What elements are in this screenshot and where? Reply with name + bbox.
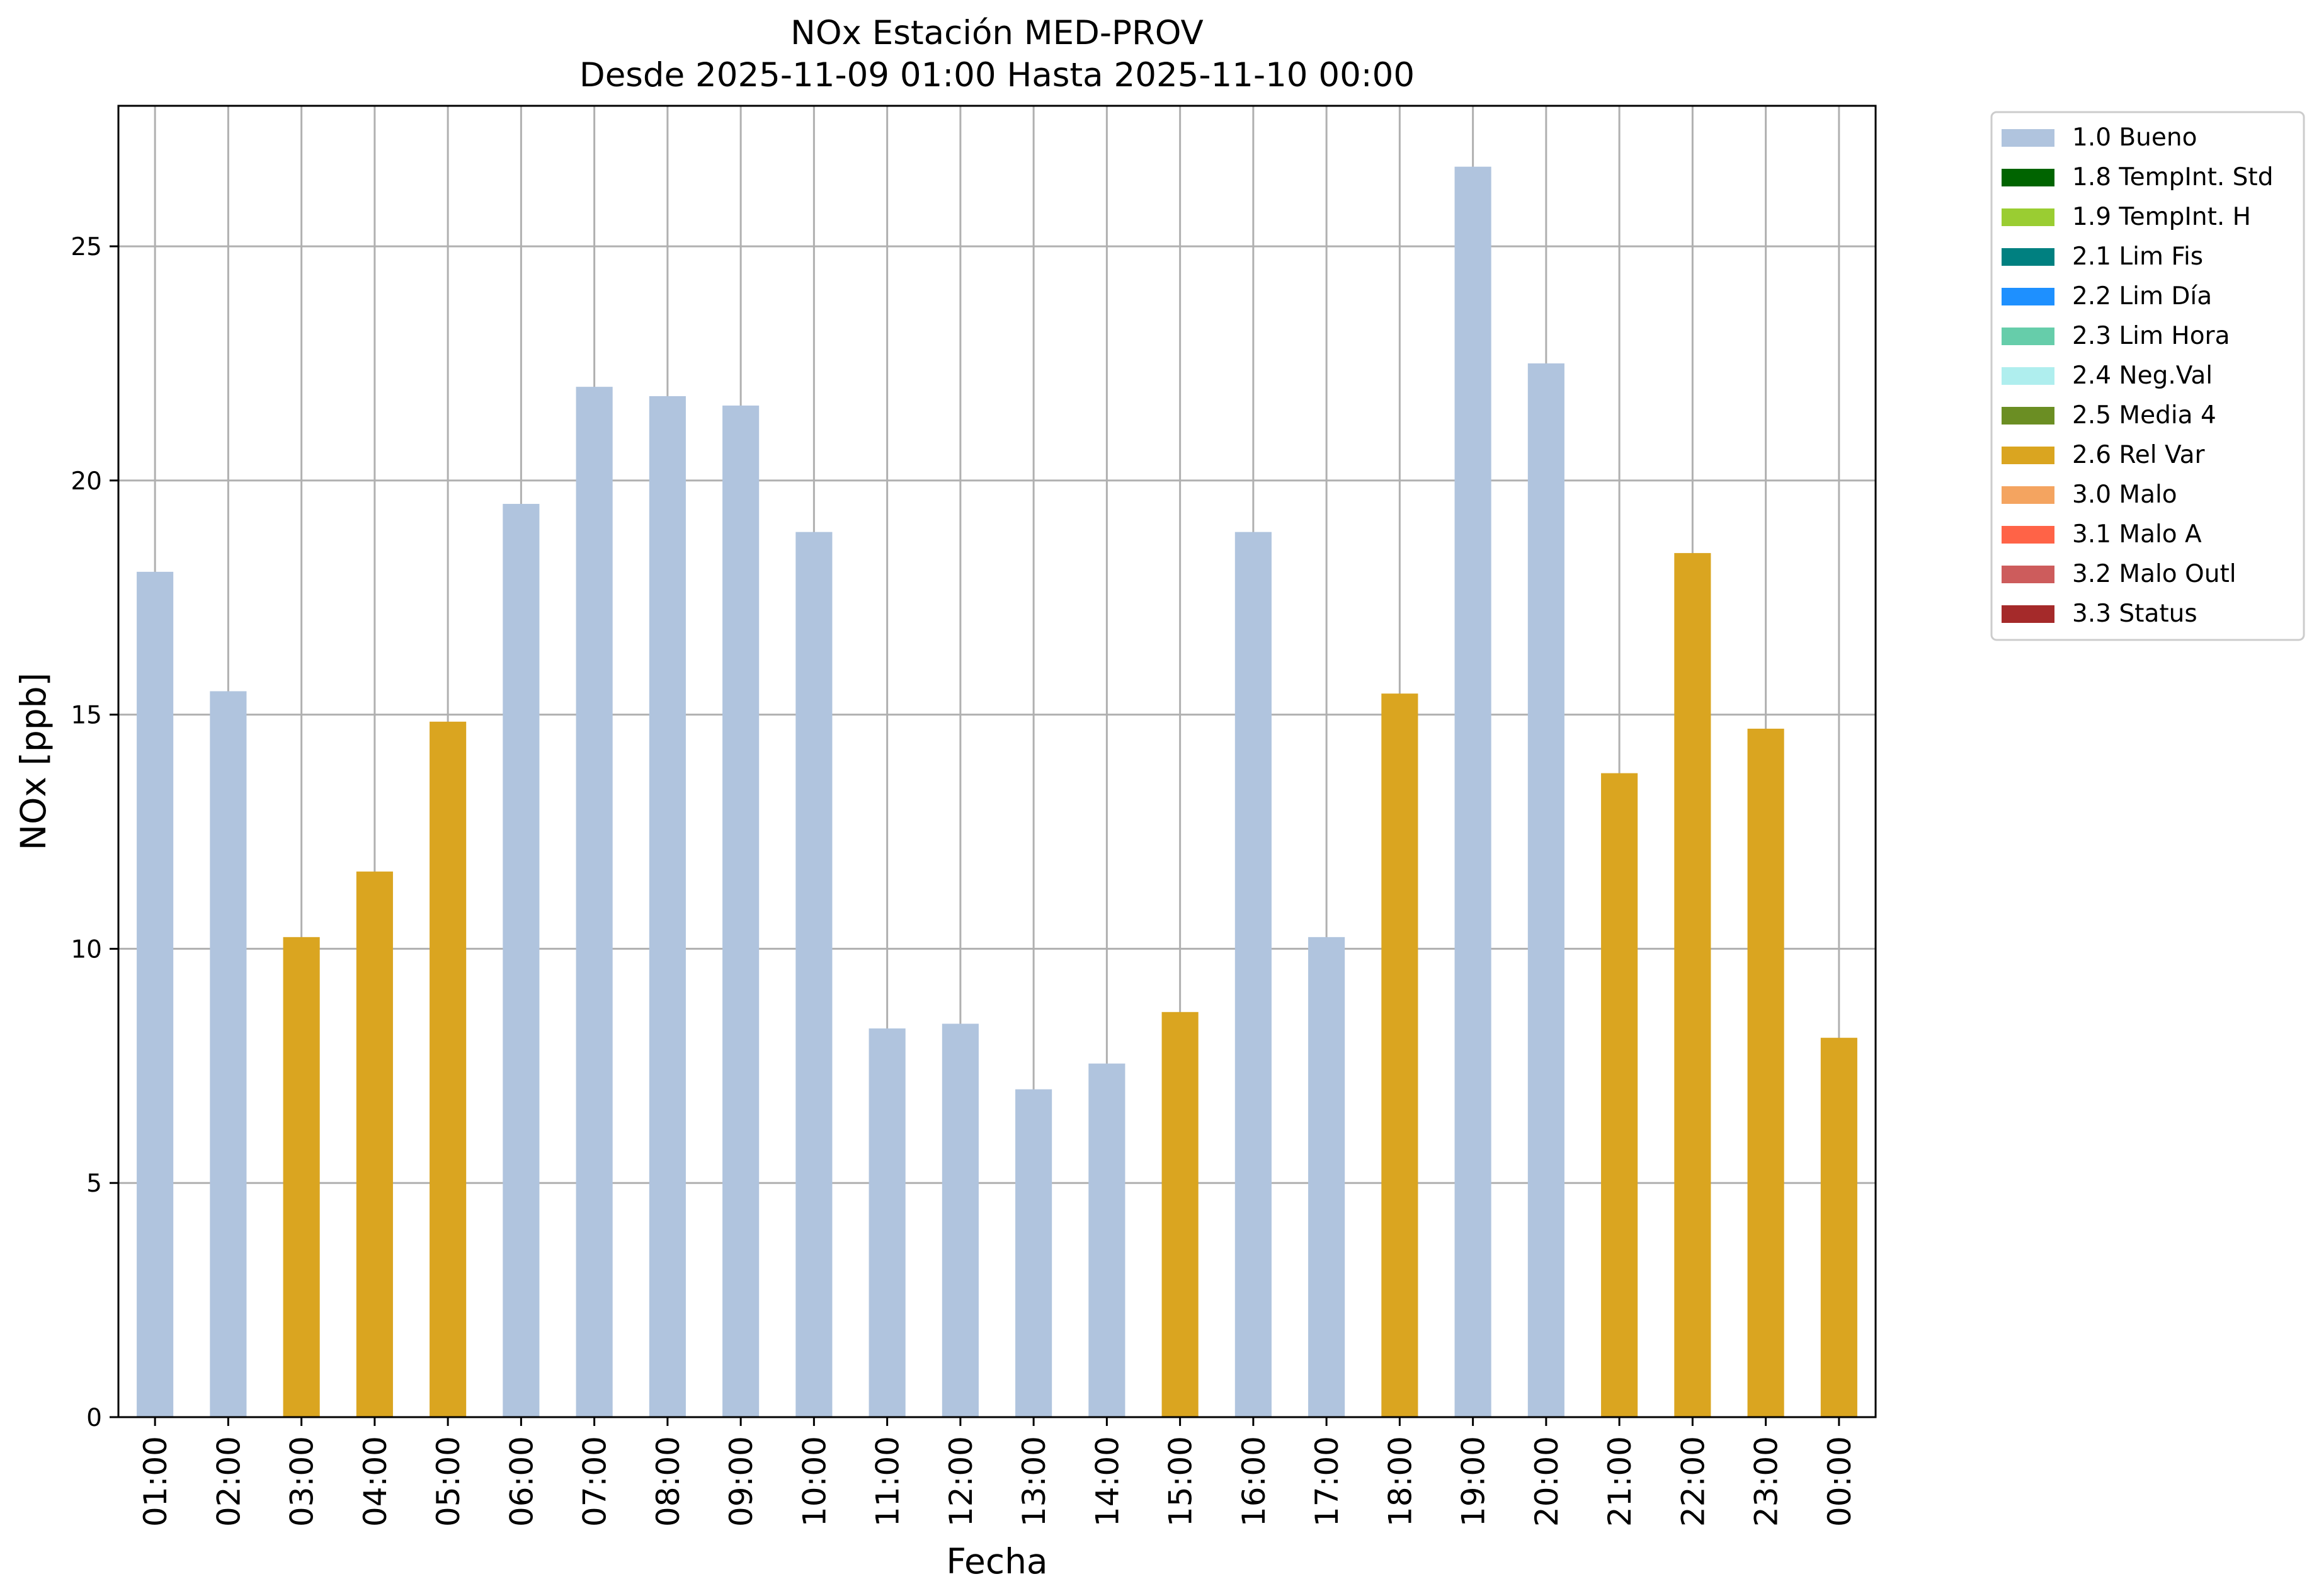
legend-label: 3.1 Malo A <box>2072 520 2202 549</box>
legend-items: 1.0 Bueno 1.8 TempInt. Std 1.9 TempInt. H 2… <box>2002 123 2273 628</box>
legend-swatch <box>2002 248 2054 266</box>
bar-0500 <box>430 721 467 1417</box>
chart-title: NOx Estación MED-PROV <box>790 14 1204 52</box>
x-tick-label: 09:00 <box>723 1436 760 1527</box>
x-tick-label: 12:00 <box>943 1436 979 1527</box>
x-tick-label: 01:00 <box>137 1436 174 1527</box>
legend-label: 2.3 Lim Hora <box>2072 322 2230 350</box>
bar-0400 <box>356 871 393 1417</box>
legend-label: 1.0 Bueno <box>2072 123 2197 152</box>
bar-0900 <box>722 405 760 1417</box>
legend-swatch <box>2002 208 2054 226</box>
x-tick-label: 21:00 <box>1602 1436 1638 1527</box>
legend-swatch <box>2002 566 2054 583</box>
legend-label: 2.1 Lim Fis <box>2072 242 2203 271</box>
x-tick-label: 23:00 <box>1748 1436 1785 1527</box>
bar-0000 <box>1820 1037 1857 1417</box>
x-tick-label: 04:00 <box>357 1436 394 1527</box>
legend-swatch <box>2002 486 2054 504</box>
legend-swatch <box>2002 605 2054 623</box>
x-tick-label: 00:00 <box>1821 1436 1858 1527</box>
y-tick-label: 5 <box>86 1170 102 1198</box>
bar-1200 <box>942 1023 979 1417</box>
bar-1100 <box>869 1028 906 1417</box>
legend-swatch <box>2002 407 2054 425</box>
bar-1700 <box>1308 937 1345 1417</box>
x-tick-label: 20:00 <box>1529 1436 1565 1527</box>
bar-1000 <box>795 532 833 1417</box>
x-tick-label: 02:00 <box>210 1436 247 1527</box>
x-tick-label: 17:00 <box>1309 1436 1345 1527</box>
x-tick-label: 19:00 <box>1456 1436 1492 1527</box>
bar-1400 <box>1088 1063 1125 1417</box>
x-tick-label: 11:00 <box>870 1436 906 1527</box>
legend-label: 2.4 Neg.Val <box>2072 362 2213 390</box>
bar-2100 <box>1601 773 1638 1417</box>
x-tick-label: 10:00 <box>796 1436 833 1527</box>
y-axis-label: NOx [ppb] <box>13 673 54 850</box>
bar-2200 <box>1674 553 1711 1417</box>
y-tick-label: 10 <box>71 935 102 964</box>
x-axis-ticks: 01:00 02:00 03:00 04:00 05:00 06:00 07:00 08:00… <box>137 1417 1858 1527</box>
bar-0800 <box>649 396 686 1417</box>
bar-1500 <box>1161 1012 1199 1417</box>
bar-1300 <box>1015 1089 1052 1417</box>
bar-0600 <box>503 504 540 1418</box>
x-tick-label: 05:00 <box>430 1436 467 1527</box>
legend-label: 2.2 Lim Día <box>2072 282 2212 311</box>
plot-frame <box>117 105 1877 1418</box>
bar-0300 <box>283 937 320 1417</box>
bar-2000 <box>1527 363 1564 1417</box>
x-tick-label: 18:00 <box>1382 1436 1418 1527</box>
y-tick-label: 20 <box>71 467 102 496</box>
bar-1600 <box>1234 532 1272 1417</box>
legend-label: 3.2 Malo Outl <box>2072 560 2236 588</box>
bar-0700 <box>576 387 613 1418</box>
bar-0100 <box>137 571 174 1418</box>
legend: 1.0 Bueno 1.8 TempInt. Std 1.9 TempInt. H 2… <box>1990 111 2305 641</box>
legend-label: 1.8 TempInt. Std <box>2072 163 2273 191</box>
bar-1800 <box>1381 693 1418 1417</box>
x-tick-label: 08:00 <box>650 1436 687 1527</box>
bar-1900 <box>1454 166 1491 1417</box>
y-axis-ticks: 0 5 10 15 20 25 <box>71 233 118 1432</box>
chart-subtitle: Desde 2025-11-09 01:00 Hasta 2025-11-10 … <box>579 56 1415 94</box>
legend-swatch <box>2002 288 2054 305</box>
x-tick-label: 13:00 <box>1016 1436 1052 1527</box>
bar-0200 <box>210 691 247 1417</box>
x-axis-label: Fecha <box>946 1541 1047 1582</box>
legend-swatch <box>2002 447 2054 464</box>
x-tick-label: 22:00 <box>1675 1436 1711 1527</box>
y-tick-label: 15 <box>71 702 102 730</box>
legend-frame <box>1990 111 2305 641</box>
y-tick-label: 25 <box>71 233 102 261</box>
y-tick-label: 0 <box>86 1404 102 1432</box>
legend-swatch <box>2002 129 2054 147</box>
legend-swatch <box>2002 169 2054 186</box>
x-tick-label: 07:00 <box>577 1436 613 1527</box>
legend-label: 2.6 Rel Var <box>2072 441 2206 469</box>
x-tick-label: 06:00 <box>503 1436 540 1527</box>
legend-swatch <box>2002 526 2054 544</box>
x-tick-label: 16:00 <box>1236 1436 1272 1527</box>
legend-swatch <box>2002 367 2054 385</box>
x-tick-label: 15:00 <box>1163 1436 1199 1527</box>
legend-label: 3.3 Status <box>2072 600 2197 628</box>
legend-swatch <box>2002 328 2054 345</box>
legend-label: 2.5 Media 4 <box>2072 401 2216 430</box>
x-tick-label: 03:00 <box>284 1436 321 1527</box>
legend-label: 1.9 TempInt. H <box>2072 203 2251 231</box>
legend-label: 3.0 Malo <box>2072 481 2177 509</box>
x-tick-label: 14:00 <box>1089 1436 1125 1527</box>
bars <box>137 166 1857 1418</box>
bar-2300 <box>1747 728 1784 1417</box>
